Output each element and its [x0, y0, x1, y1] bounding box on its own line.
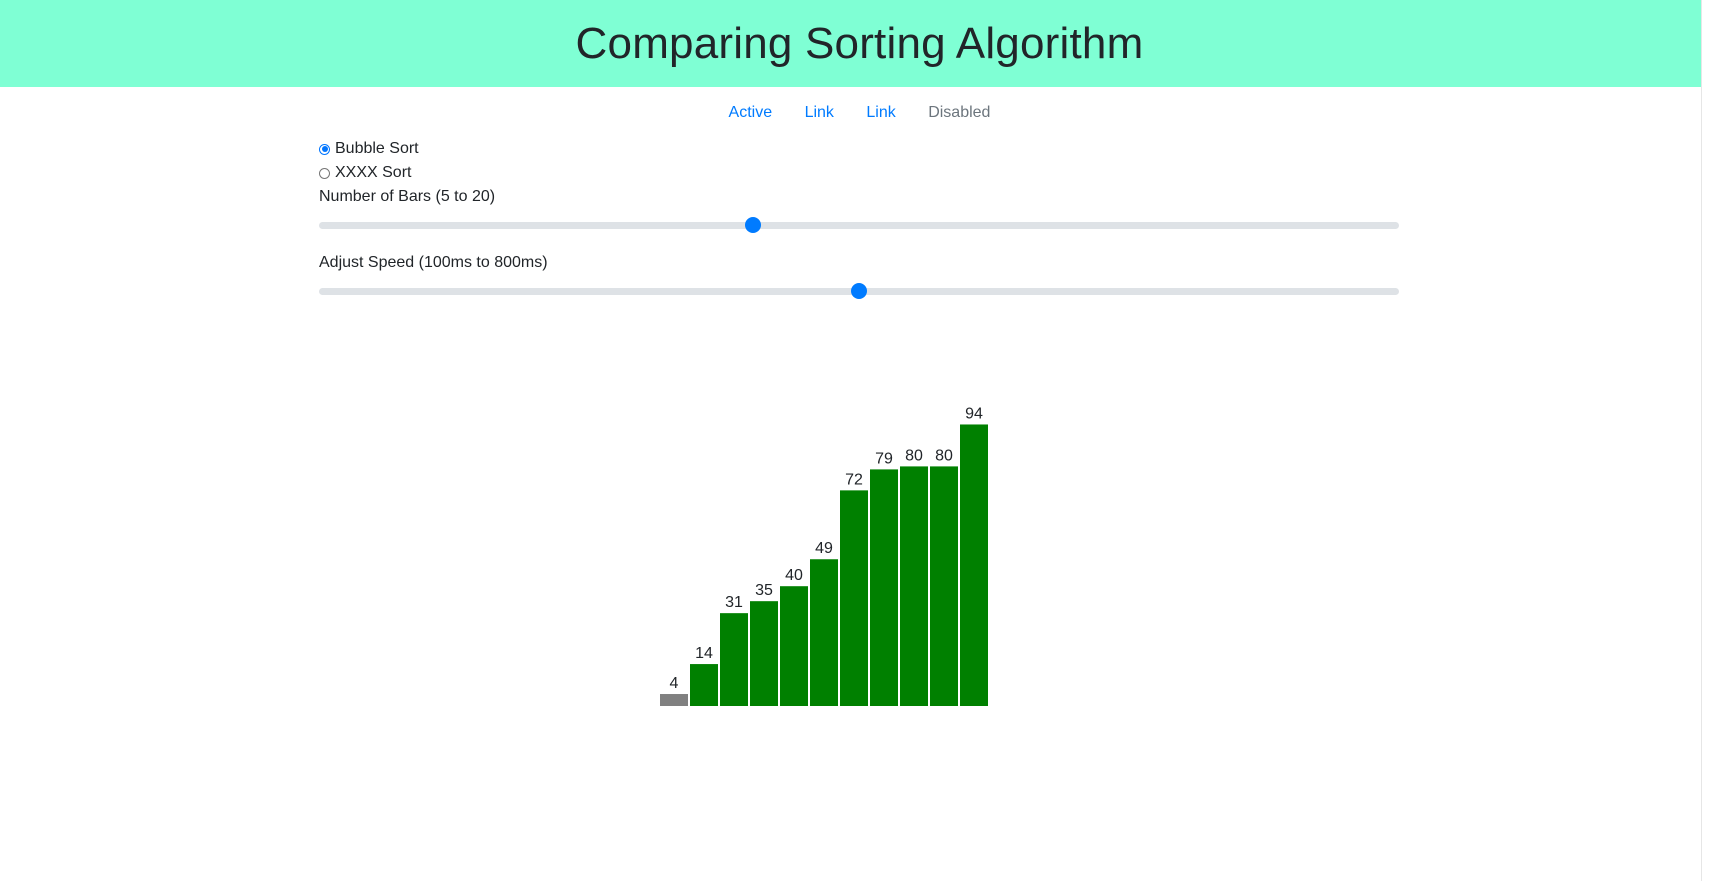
- bar-value-label-3: 35: [755, 582, 773, 599]
- nav-link-1[interactable]: Link: [804, 104, 834, 121]
- nav-link-2[interactable]: Link: [866, 104, 896, 121]
- bar-value-label-5: 49: [815, 540, 833, 557]
- scrollbar[interactable]: [1701, 0, 1719, 881]
- bubble-sort-label: Bubble Sort: [335, 140, 419, 157]
- bar-value-label-10: 94: [965, 405, 983, 422]
- algorithm-option-bubble[interactable]: Bubble Sort: [319, 137, 1398, 161]
- algorithm-option-xxxx[interactable]: XXXX Sort: [319, 161, 1398, 185]
- bar-9: [930, 466, 958, 706]
- bar-6: [840, 490, 868, 706]
- bar-8: [900, 466, 928, 706]
- bar-3: [750, 601, 778, 706]
- bars-slider-track[interactable]: [319, 222, 1399, 229]
- speed-slider-thumb[interactable]: [851, 283, 867, 299]
- bar-value-label-7: 79: [875, 450, 893, 467]
- bar-value-label-9: 80: [935, 447, 953, 464]
- bar-5: [810, 559, 838, 706]
- page-title: Comparing Sorting Algorithm: [575, 18, 1144, 68]
- bar-value-label-6: 72: [845, 471, 863, 488]
- bar-0: [660, 694, 688, 706]
- bar-value-label-0: 4: [670, 675, 679, 692]
- speed-label: Adjust Speed (100ms to 800ms): [319, 254, 548, 271]
- bubble-sort-radio[interactable]: [319, 143, 330, 155]
- bar-2: [720, 613, 748, 706]
- bar-10: [960, 424, 988, 706]
- xxxx-sort-label: XXXX Sort: [335, 164, 412, 181]
- nav-link-active[interactable]: Active: [728, 104, 773, 121]
- bars-count-label: Number of Bars (5 to 20): [319, 188, 496, 205]
- bar-value-label-1: 14: [695, 645, 713, 662]
- xxxx-sort-radio[interactable]: [319, 167, 330, 179]
- page-header: Comparing Sorting Algorithm: [0, 0, 1719, 87]
- controls-panel: Bubble Sort XXXX Sort Number of Bars (5 …: [319, 137, 1399, 317]
- bar-4: [780, 586, 808, 706]
- bar-value-label-8: 80: [905, 447, 923, 464]
- speed-slider[interactable]: [319, 281, 1399, 301]
- bar-value-label-4: 40: [785, 567, 803, 584]
- bars-count-slider[interactable]: [319, 215, 1399, 235]
- nav-link-disabled: Disabled: [928, 104, 991, 121]
- bar-7: [870, 469, 898, 706]
- bars-slider-thumb[interactable]: [744, 217, 761, 233]
- bar-1: [690, 664, 718, 706]
- nav-bar: Active Link Link Disabled: [0, 104, 1719, 122]
- bar-value-label-2: 31: [725, 594, 743, 611]
